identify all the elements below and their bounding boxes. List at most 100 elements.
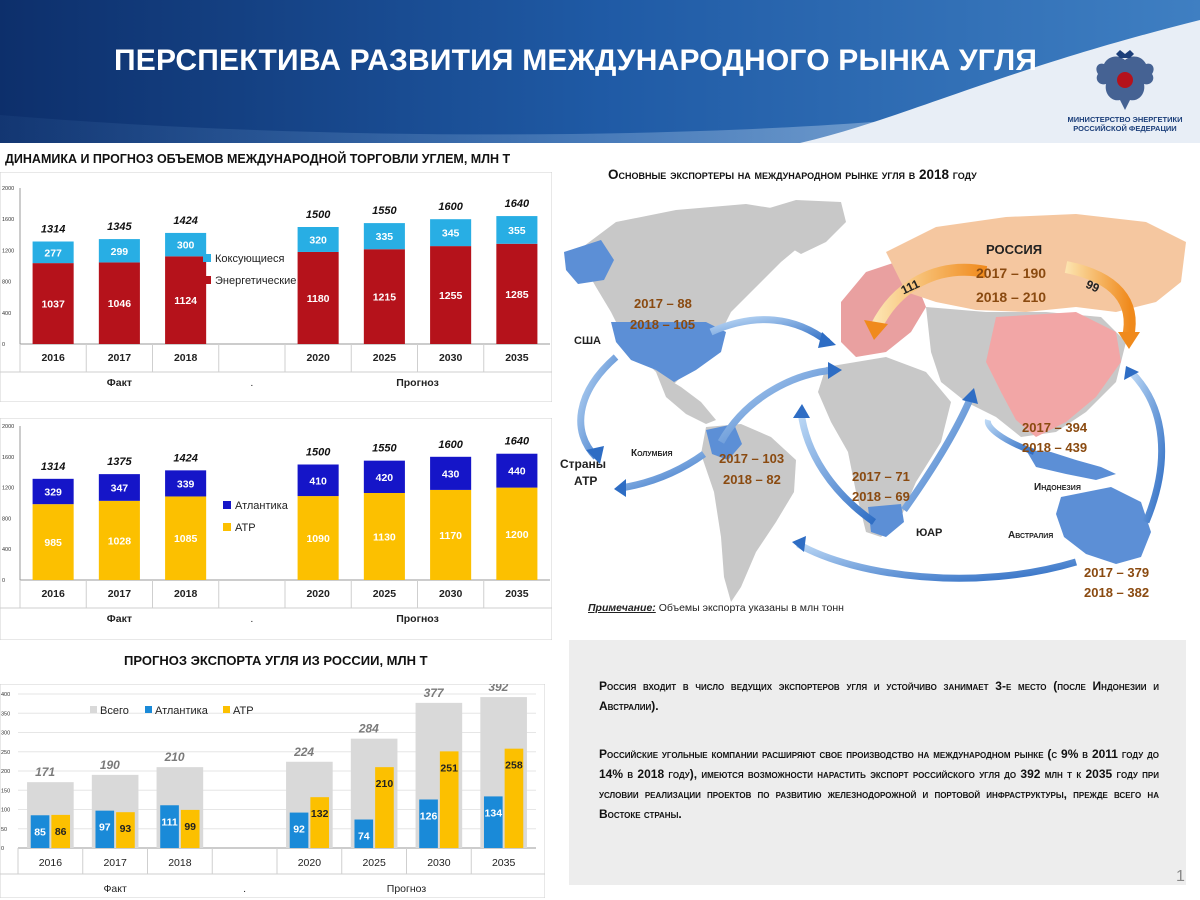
total-label: 1424 <box>173 452 197 464</box>
data-label: 1046 <box>108 298 132 310</box>
x-tick-label: 2020 <box>306 588 330 600</box>
legend-swatch <box>223 501 231 509</box>
russia-export-forecast-chart: 0 50 100 150 200 250 300 350 400 2016 171 85 86 2017 1… <box>0 684 545 898</box>
bar-apac <box>51 814 71 848</box>
apac-countries-label-2: АТР <box>574 474 597 488</box>
total-label: 1375 <box>107 456 132 468</box>
x-tick-label: 2035 <box>505 352 529 364</box>
data-label: 126 <box>420 810 438 822</box>
y-tick-label: 50 <box>1 827 7 833</box>
bar-Атлантика <box>430 456 472 490</box>
bar-АТР <box>496 487 538 580</box>
trade-by-coal-type-chart: 0 400 800 1200 1600 2000 2016 1037 277 1314 2017 10… <box>0 172 552 402</box>
x-tick-label: 2020 <box>306 352 330 364</box>
total-label: 190 <box>100 758 120 772</box>
australia-to-europe-arrow <box>796 540 1078 582</box>
total-label: 224 <box>293 745 314 759</box>
x-tick-label: 2025 <box>362 857 386 869</box>
russia-to-apac-arrow <box>1064 261 1136 339</box>
bar-atlantic <box>354 819 374 848</box>
y-tick-label: 1200 <box>2 248 14 254</box>
data-label: 1124 <box>174 295 197 307</box>
indonesia-to-apac-arrow <box>984 419 1036 455</box>
ministry-line-1: МИНИСТЕРСТВО ЭНЕРГЕТИКИ <box>1067 115 1183 124</box>
x-tick-label: 2025 <box>373 588 397 600</box>
data-label: 335 <box>376 231 394 243</box>
y-tick-label: 250 <box>1 750 10 756</box>
bar-atlantic <box>419 799 438 848</box>
total-label: 210 <box>164 750 185 764</box>
colombia-to-europe-arrow <box>717 366 837 444</box>
bar-Коксующиеся <box>496 216 538 244</box>
y-tick-label: 800 <box>2 516 11 522</box>
australia-shape <box>1056 487 1151 564</box>
legend-label: Коксующиеся <box>215 253 285 265</box>
data-label: 440 <box>508 466 526 478</box>
total-label: 377 <box>424 686 445 700</box>
russia-2018-value: 2018 – 210 <box>976 289 1046 305</box>
x-tick-label: 2017 <box>103 857 127 869</box>
legend-swatch <box>203 276 211 284</box>
legend-label: Атлантика <box>155 705 209 717</box>
y-tick-label: 1600 <box>2 455 14 461</box>
group-label-fact: Факт <box>107 377 132 389</box>
sar-2017-value: 2017 – 71 <box>852 469 910 484</box>
bar-Энергетические <box>98 262 140 344</box>
y-tick-label: 1200 <box>2 486 14 492</box>
central-america-shape <box>656 372 716 424</box>
australia-2017-value: 2017 – 379 <box>1084 565 1149 580</box>
data-label: 1037 <box>41 299 65 311</box>
colombia-2018-value: 2018 – 82 <box>723 472 781 487</box>
ministry-line-2: РОССИЙСКОЙ ФЕДЕРАЦИИ <box>1073 124 1177 133</box>
bar-atlantic <box>30 815 50 848</box>
bar-Энергетические <box>32 263 74 344</box>
usa-label: США <box>574 335 601 347</box>
legend-label: АТР <box>233 705 254 717</box>
y-tick-label: 0 <box>1 846 4 852</box>
bar-АТР <box>98 500 140 580</box>
greenland-shape <box>756 200 846 254</box>
x-tick-label: 2030 <box>439 352 463 364</box>
bar-apac <box>180 809 200 848</box>
data-label: 93 <box>120 823 132 835</box>
bar-apac <box>504 748 524 848</box>
x-tick-label: 2030 <box>439 588 463 600</box>
data-label: 1130 <box>373 531 396 543</box>
data-label: 1255 <box>439 290 463 302</box>
data-label: 92 <box>293 824 305 836</box>
data-label: 1028 <box>108 535 132 547</box>
bar-Энергетические <box>165 256 207 344</box>
bar-АТР <box>363 492 405 580</box>
data-label: 85 <box>34 826 46 838</box>
data-label: 97 <box>99 822 111 834</box>
data-label: 1200 <box>505 529 529 541</box>
y-tick-label: 2000 <box>2 424 14 430</box>
russia-2017-value: 2017 – 190 <box>976 265 1046 281</box>
data-label: 300 <box>177 240 195 252</box>
bar-Коксующиеся <box>363 223 405 250</box>
total-label: 1600 <box>438 201 463 213</box>
x-tick-label: 2035 <box>505 588 529 600</box>
data-label: 339 <box>177 478 195 490</box>
indonesia-2018-value: 2018 – 439 <box>1022 440 1087 455</box>
total-label: 284 <box>358 722 379 736</box>
legend-label: АТР <box>235 522 256 534</box>
data-label: 132 <box>311 808 329 820</box>
group-label-forecast: Прогноз <box>396 613 439 625</box>
note-text: Объемы экспорта указаны в млн тонн <box>655 602 844 614</box>
total-label: 1550 <box>372 205 397 217</box>
data-label: 86 <box>55 826 67 838</box>
total-label: 1314 <box>41 224 65 236</box>
bar-apac <box>375 767 394 848</box>
x-tick-label: 2016 <box>41 588 65 600</box>
indonesia-shape <box>1026 450 1116 480</box>
total-label: 1550 <box>372 443 397 455</box>
ministry-name: МИНИСТЕРСТВО ЭНЕРГЕТИКИ РОССИЙСКОЙ ФЕДЕР… <box>1055 115 1195 133</box>
data-label: 1085 <box>174 533 198 545</box>
total-label: 1424 <box>173 215 197 227</box>
data-label: 355 <box>508 225 526 237</box>
total-label: 1500 <box>306 447 331 459</box>
australia-to-apac-arrow <box>1128 369 1166 524</box>
bar-apac <box>310 797 330 848</box>
data-label: 1180 <box>307 293 330 305</box>
